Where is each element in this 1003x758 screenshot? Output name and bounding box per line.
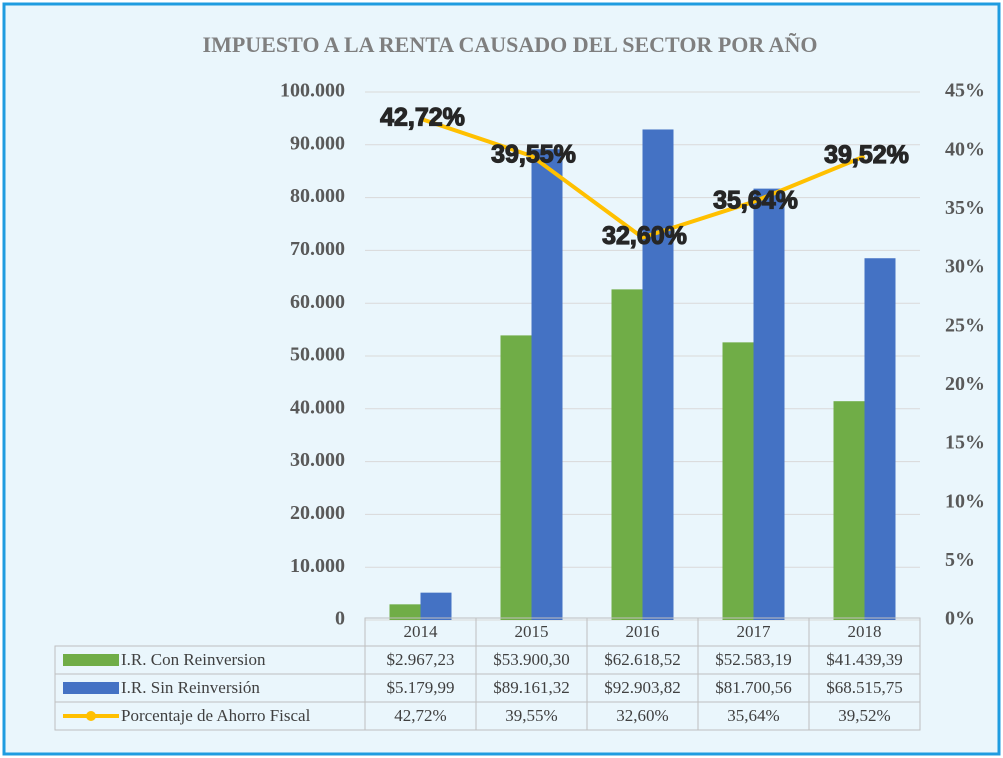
- y2-tick-label: 45%: [945, 80, 985, 102]
- y-tick-label: 30.000: [290, 449, 345, 471]
- table-cell: $2.967,23: [387, 650, 455, 669]
- y2-tick-label: 30%: [945, 256, 985, 278]
- bar: [642, 129, 674, 620]
- table-cell: 42,72%: [394, 706, 446, 725]
- y2-tick-label: 15%: [945, 432, 985, 454]
- x-tick-label: 2017: [737, 622, 772, 641]
- y-tick-label: 20.000: [290, 502, 345, 524]
- bar: [611, 289, 643, 620]
- table-cell: $53.900,30: [493, 650, 570, 669]
- y2-tick-label: 5%: [945, 549, 975, 571]
- x-tick-label: 2018: [848, 622, 882, 641]
- legend-label: I.R. Sin Reinversión: [121, 678, 260, 697]
- bar: [500, 335, 532, 620]
- chart-title: IMPUESTO A LA RENTA CAUSADO DEL SECTOR P…: [203, 32, 818, 57]
- y-tick-label: 0: [335, 608, 345, 630]
- table-cell: $52.583,19: [715, 650, 792, 669]
- table-cell: $62.618,52: [604, 650, 681, 669]
- bar: [833, 401, 865, 620]
- y2-tick-label: 10%: [945, 490, 985, 512]
- bar: [389, 604, 421, 620]
- bar: [722, 342, 754, 620]
- data-label: 39,55%: [491, 141, 576, 169]
- data-label: 32,60%: [602, 222, 687, 250]
- legend-label: I.R. Con Reinversion: [121, 650, 266, 669]
- y2-tick-label: 35%: [945, 197, 985, 219]
- y-tick-label: 10.000: [290, 555, 345, 577]
- bar: [864, 258, 896, 620]
- y-tick-label: 80.000: [290, 185, 345, 207]
- x-tick-label: 2015: [515, 622, 549, 641]
- legend-key: [63, 682, 119, 694]
- y2-tick-label: 40%: [945, 138, 985, 160]
- table-cell: 35,64%: [727, 706, 779, 725]
- bar: [753, 188, 785, 621]
- data-label: 39,52%: [824, 141, 909, 169]
- x-tick-label: 2016: [626, 622, 660, 641]
- table-cell: $92.903,82: [604, 678, 681, 697]
- bar: [531, 149, 563, 621]
- y2-tick-label: 25%: [945, 314, 985, 336]
- y-tick-label: 90.000: [290, 132, 345, 154]
- table-cell: $5.179,99: [387, 678, 455, 697]
- legend-key-marker: [86, 711, 96, 721]
- table-cell: $89.161,32: [493, 678, 570, 697]
- y2-tick-label: 20%: [945, 373, 985, 395]
- table-cell: 39,55%: [505, 706, 557, 725]
- y2-tick-label: 0%: [945, 608, 975, 630]
- data-label: 42,72%: [380, 103, 465, 131]
- y-tick-label: 60.000: [290, 291, 345, 313]
- data-label: 35,64%: [713, 186, 798, 214]
- table-cell: $41.439,39: [826, 650, 903, 669]
- table-cell: 39,52%: [838, 706, 890, 725]
- table-cell: 32,60%: [616, 706, 668, 725]
- x-tick-label: 2014: [404, 622, 439, 641]
- table-cell: $68.515,75: [826, 678, 903, 697]
- line: [419, 116, 866, 240]
- y-tick-label: 70.000: [290, 238, 345, 260]
- legend-label: Porcentaje de Ahorro Fiscal: [121, 706, 311, 725]
- table-cell: $81.700,56: [715, 678, 792, 697]
- bar: [420, 592, 452, 620]
- y-tick-label: 100.000: [280, 80, 345, 102]
- y-tick-label: 50.000: [290, 344, 345, 366]
- y-tick-label: 40.000: [290, 396, 345, 418]
- legend-key: [63, 654, 119, 666]
